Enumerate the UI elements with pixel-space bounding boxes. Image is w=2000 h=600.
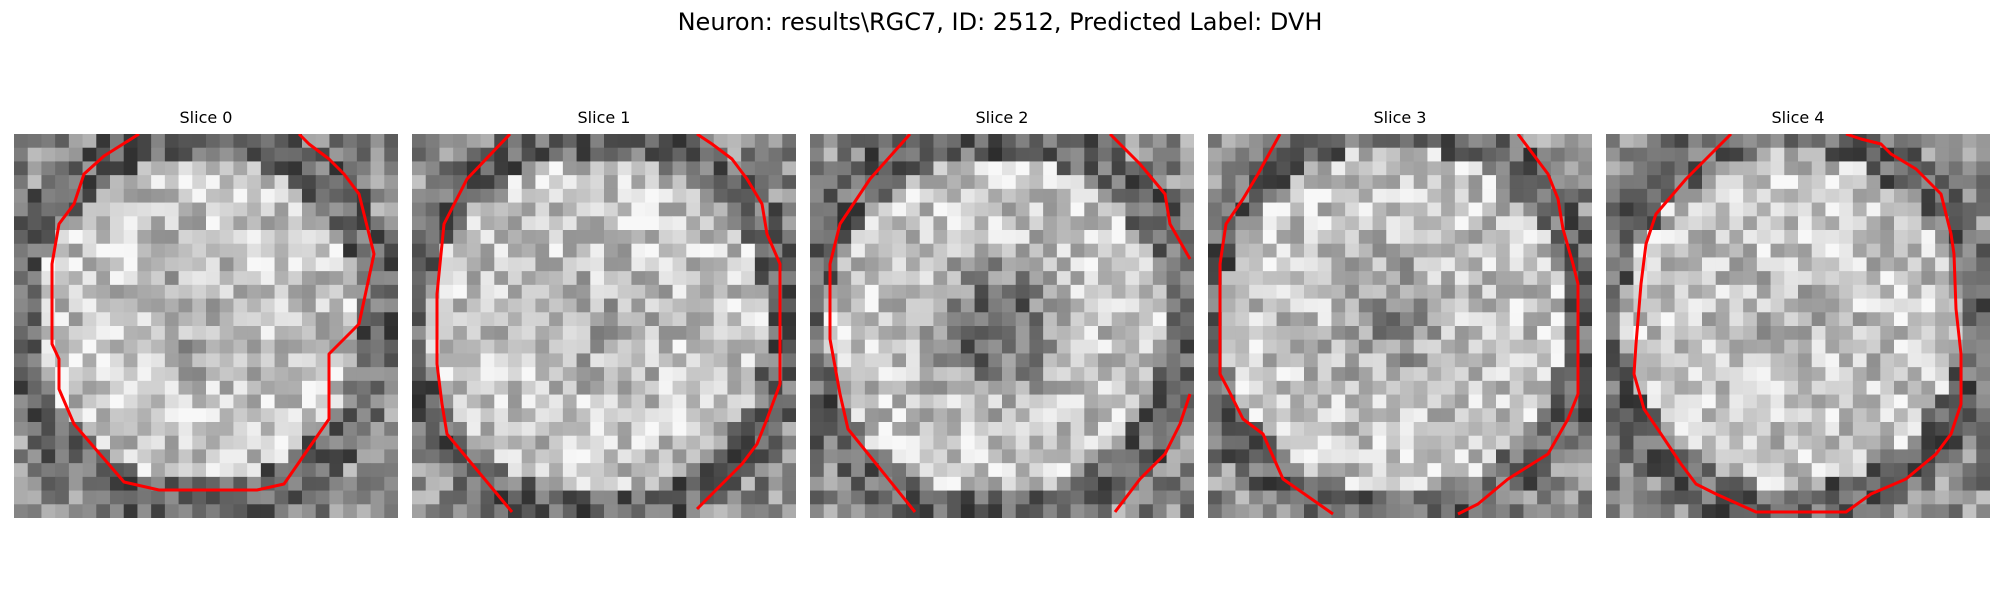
slice-title: Slice 0 bbox=[179, 108, 233, 127]
cell-contour bbox=[828, 134, 917, 513]
cell-contour bbox=[1218, 134, 1334, 516]
slice-panel-2: Slice 2 bbox=[810, 108, 1194, 518]
cell-contour bbox=[1108, 134, 1192, 260]
slice-image-1 bbox=[412, 134, 796, 518]
slice-title: Slice 4 bbox=[1771, 108, 1825, 127]
slice-image-3 bbox=[1208, 134, 1592, 518]
slice-panel-0: Slice 0 bbox=[14, 108, 398, 518]
slice-image-2 bbox=[810, 134, 1194, 518]
cell-contour bbox=[50, 134, 376, 492]
slice-panel-1: Slice 1 bbox=[412, 108, 796, 518]
figure-title: Neuron: results\RGC7, ID: 2512, Predicte… bbox=[677, 8, 1323, 36]
slice-title: Slice 3 bbox=[1373, 108, 1427, 127]
slice-title: Slice 2 bbox=[975, 108, 1029, 127]
cell-contour bbox=[695, 134, 782, 511]
slice-image-4 bbox=[1606, 134, 1990, 518]
cell-contour bbox=[1632, 134, 1963, 514]
cell-contour bbox=[1457, 134, 1580, 516]
cell-contour bbox=[435, 134, 514, 513]
slice-image-0 bbox=[14, 134, 398, 518]
cell-contour bbox=[1113, 393, 1192, 513]
slice-title: Slice 1 bbox=[577, 108, 631, 127]
slice-panel-3: Slice 3 bbox=[1208, 108, 1592, 518]
slice-panel-4: Slice 4 bbox=[1606, 108, 1990, 518]
